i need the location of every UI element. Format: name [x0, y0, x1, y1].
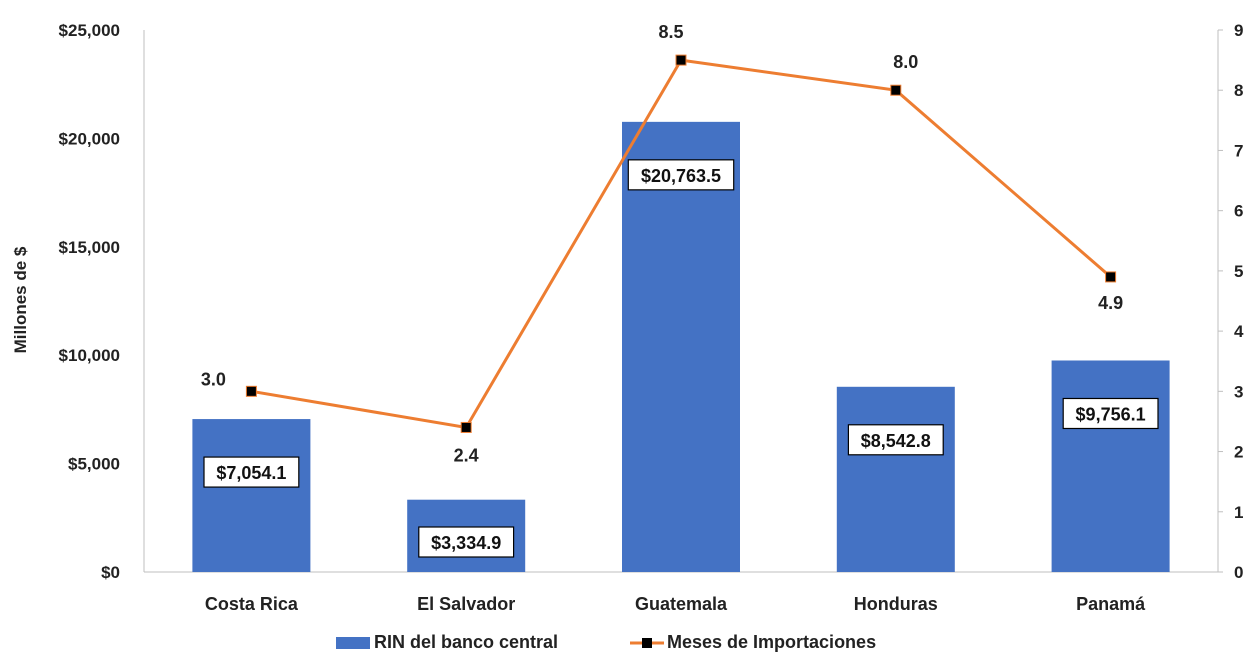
line-data-label: 3.0: [201, 369, 226, 389]
bar-data-label: $20,763.5: [641, 166, 721, 186]
y2-tick-label: 2: [1234, 443, 1243, 462]
bar-label-box: [627, 159, 735, 191]
x-tick-label: Panamá: [1076, 594, 1146, 614]
y2-tick-label: 7: [1234, 141, 1243, 160]
line-series: [245, 54, 1117, 433]
bar-data-label: $9,756.1: [1076, 404, 1146, 424]
y2-tick-label: 6: [1234, 202, 1243, 221]
line-marker: [460, 421, 472, 433]
y2-tick-label: 1: [1234, 503, 1243, 522]
x-tick-label: Guatemala: [635, 594, 728, 614]
legend: RIN del banco central Meses de Importacio…: [336, 632, 876, 652]
y2-tick-label: 0: [1234, 563, 1243, 582]
y-tick-label: $25,000: [59, 21, 120, 40]
x-tick-label: El Salvador: [417, 594, 515, 614]
legend-swatch-marker: [642, 638, 652, 648]
bars: [192, 121, 1170, 572]
y-tick-label: $10,000: [59, 346, 120, 365]
y-tick-label: $20,000: [59, 129, 120, 148]
y2-tick-label: 3: [1234, 382, 1243, 401]
y2-tick-label: 4: [1234, 322, 1244, 341]
line-marker: [1105, 271, 1117, 283]
line-data-label: 8.5: [658, 22, 683, 42]
line-data-label: 2.4: [454, 445, 479, 465]
bar: [622, 121, 740, 572]
bar-data-label: $7,054.1: [216, 463, 286, 483]
line-marker: [890, 84, 902, 96]
legend-label-line: Meses de Importaciones: [667, 632, 876, 652]
y2-tick-label: 9: [1234, 21, 1243, 40]
bar-label-box: [203, 456, 300, 488]
y-tick-label: $5,000: [68, 455, 120, 474]
line-marker: [675, 54, 687, 66]
bar-data-label: $8,542.8: [861, 431, 931, 451]
x-tick-label: Costa Rica: [205, 594, 299, 614]
y-tick-label: $0: [101, 563, 120, 582]
line-data-label: 4.9: [1098, 293, 1123, 313]
bar: [1051, 360, 1170, 572]
bar-label-box: [847, 424, 944, 456]
bar-label-box: [418, 526, 515, 558]
bar-data-label: $3,334.9: [431, 533, 501, 553]
y2-tick-label: 8: [1234, 81, 1243, 100]
line-marker: [245, 385, 257, 397]
data-labels: $7,054.1 $3,334.9 $20,763.5 $8,542.8 $9,756.…: [201, 22, 1159, 558]
line-data-label: 8.0: [893, 52, 918, 72]
y-tick-label: $15,000: [59, 238, 120, 257]
axes: $0 $5,000 $10,000 $15,000 $20,000 $25,000 0 1 2 3…: [59, 21, 1244, 614]
bar: [836, 386, 955, 572]
y2-tick-label: 5: [1234, 262, 1243, 281]
bar-label-box: [1062, 397, 1159, 430]
x-tick-label: Honduras: [854, 594, 938, 614]
y-axis-label: Millones de $: [11, 246, 30, 353]
bar: [192, 419, 311, 572]
legend-swatch-bar: [336, 637, 370, 649]
legend-label-bar: RIN del banco central: [374, 632, 558, 652]
